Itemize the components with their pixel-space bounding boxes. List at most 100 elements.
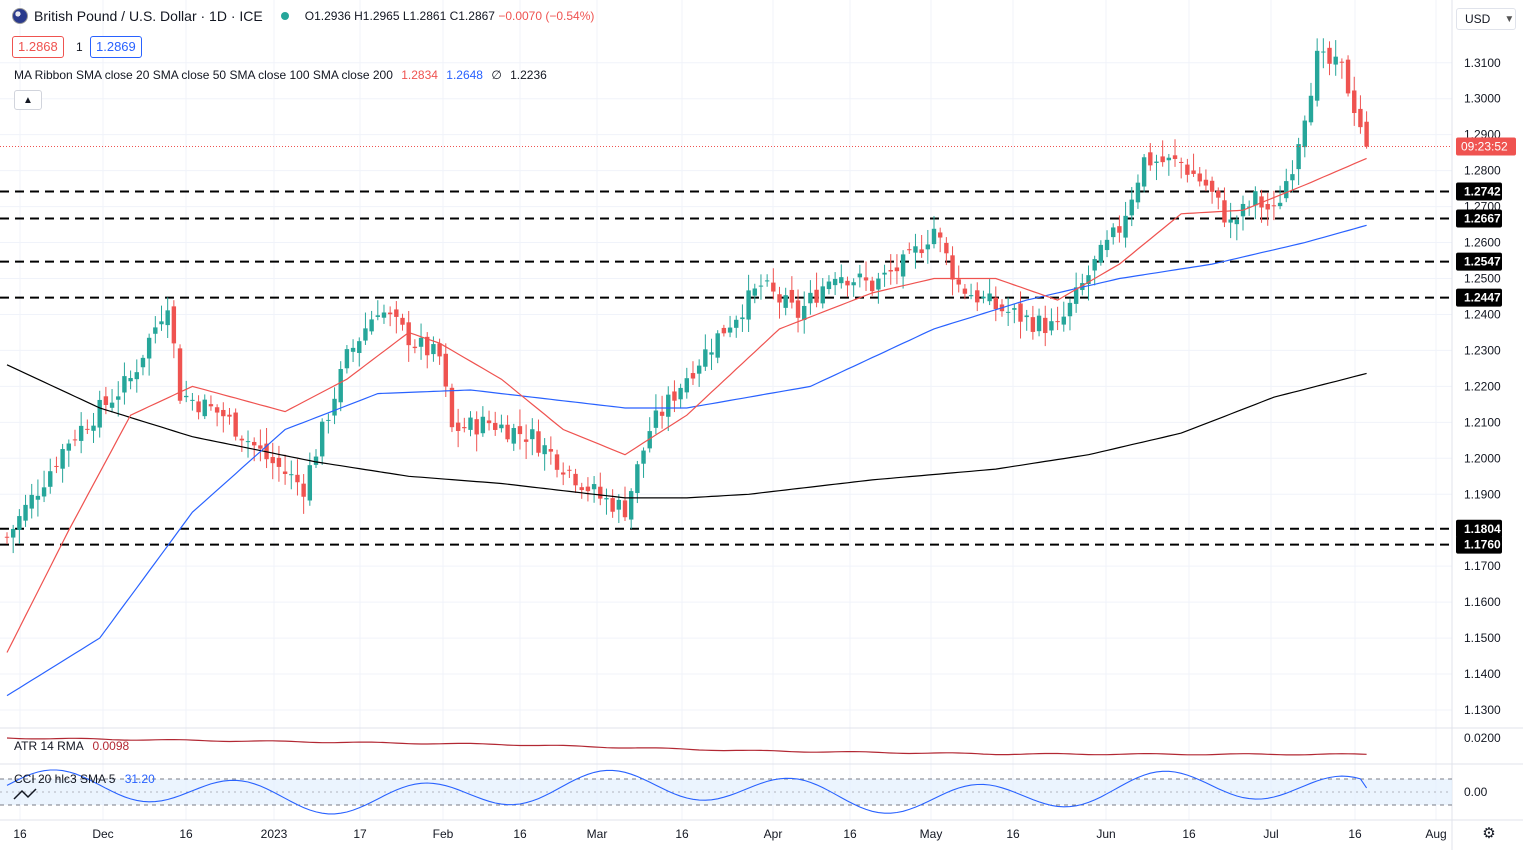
candle (449, 383, 455, 433)
candle-body (1253, 191, 1258, 206)
candle-body (1160, 156, 1165, 163)
candle (672, 380, 677, 413)
candle-body (474, 419, 479, 435)
candle (1352, 76, 1357, 126)
candle-body (41, 487, 47, 497)
candle-body (4, 536, 10, 538)
candle-body (394, 309, 399, 317)
candle-body (517, 426, 523, 435)
cci-legend[interactable]: CCI 20 hlc3 SMA 5 31.20 (14, 772, 155, 786)
candle-body (715, 333, 720, 358)
candle (740, 304, 745, 332)
sell-price-button[interactable]: 1.2868 (12, 36, 64, 58)
candle (165, 297, 170, 339)
time-tick-label: Aug (1425, 827, 1446, 841)
candle (511, 423, 516, 451)
pane-tool-icon[interactable] (12, 787, 44, 801)
candle (542, 438, 547, 471)
candle-body (1358, 108, 1363, 128)
ma-ribbon-legend[interactable]: MA Ribbon SMA close 20 SMA close 50 SMA … (14, 68, 547, 82)
candle-body (258, 445, 263, 449)
candle-body (1166, 157, 1172, 161)
candle (208, 395, 214, 411)
candle-body (851, 282, 856, 286)
symbol-title[interactable]: British Pound / U.S. Dollar · 1D · ICE (34, 8, 263, 24)
candle (925, 229, 931, 264)
candle (474, 411, 479, 452)
candle (647, 417, 652, 453)
candle-body (709, 352, 714, 355)
candle-body (561, 472, 566, 475)
cci-value: 31.20 (124, 772, 155, 786)
candle (628, 488, 634, 529)
candle-body (820, 286, 825, 304)
atr-legend[interactable]: ATR 14 RMA 0.0098 (14, 739, 129, 753)
candle-body (758, 285, 764, 287)
level-price-badge (1456, 209, 1502, 228)
candle-body (412, 346, 418, 349)
candle (968, 283, 974, 300)
candle-body (789, 289, 795, 303)
level-price-badge (1456, 535, 1502, 554)
gear-icon[interactable]: ⚙ (1482, 825, 1496, 842)
candle-body (845, 280, 850, 286)
candle (227, 407, 232, 425)
currency-selector[interactable]: USD ▼ (1456, 8, 1516, 30)
candle-body (239, 438, 245, 441)
candle (60, 443, 65, 483)
candle (758, 274, 764, 300)
candle (1129, 187, 1134, 227)
candle-body (1141, 157, 1147, 187)
candle (1111, 223, 1116, 245)
candle-body (919, 249, 924, 254)
candle (937, 227, 943, 253)
candle (1067, 298, 1073, 331)
candle (295, 459, 300, 496)
candle (443, 343, 448, 398)
candle-body (387, 312, 393, 315)
time-tick-label: 16 (1348, 827, 1362, 841)
ohlc-high: H1.2965 (354, 9, 400, 23)
candle (505, 415, 510, 443)
candle (845, 276, 850, 297)
candle (1253, 186, 1258, 220)
candle (140, 354, 146, 376)
time-tick-label: 16 (513, 827, 527, 841)
atr-line (6, 737, 1367, 756)
candle (493, 411, 498, 436)
candle-body (554, 454, 560, 470)
sma200-value: 1.2236 (510, 68, 547, 82)
time-tick-label: 17 (353, 827, 367, 841)
candle (1358, 95, 1363, 134)
candle (962, 284, 968, 300)
price-tick-label: 1.1600 (1464, 595, 1501, 609)
candle-body (35, 495, 41, 500)
candle-body (357, 341, 362, 353)
candle-body (1067, 302, 1073, 317)
candle (820, 278, 825, 309)
candle (1073, 272, 1079, 313)
level-price-label: 1.1804 (1464, 522, 1501, 536)
candle (931, 216, 937, 249)
candle (530, 418, 535, 456)
candle (771, 268, 776, 300)
candle-body (950, 255, 955, 280)
price-tick-label: 1.2300 (1464, 343, 1501, 357)
candle-body (1172, 155, 1178, 159)
candle (554, 449, 560, 478)
candle (734, 315, 739, 338)
candle (1345, 55, 1351, 97)
candle-body (1277, 202, 1283, 207)
price-axis: 1.31001.30001.29001.28001.27001.26001.25… (1456, 56, 1516, 717)
candle-body (808, 292, 813, 304)
candle-body (678, 387, 683, 400)
candle (1179, 157, 1184, 179)
buy-price-button[interactable]: 1.2869 (90, 36, 142, 58)
candle (1104, 230, 1110, 258)
collapse-legend-button[interactable]: ▲ (14, 90, 42, 110)
candle-body (486, 420, 492, 424)
candle (598, 472, 603, 506)
candle (171, 300, 177, 359)
